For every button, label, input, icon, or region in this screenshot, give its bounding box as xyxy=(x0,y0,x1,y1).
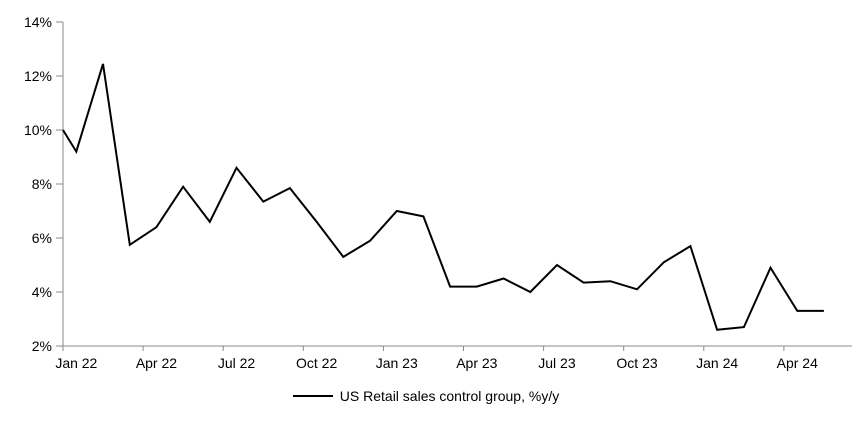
y-tick-label: 6% xyxy=(32,230,52,246)
data-line-us-retail-control-group xyxy=(62,63,824,331)
legend: US Retail sales control group, %y/y xyxy=(0,388,852,404)
x-tick-label: Oct 22 xyxy=(296,355,337,371)
legend-line-sample-icon xyxy=(292,395,333,397)
y-tick-label: 10% xyxy=(24,122,52,138)
x-tick-label: Apr 22 xyxy=(136,355,177,371)
legend-label: US Retail sales control group, %y/y xyxy=(339,388,560,404)
y-tick-label: 2% xyxy=(32,338,52,354)
x-tick-label: Jan 23 xyxy=(376,355,418,371)
x-tick-label: Jan 22 xyxy=(55,355,97,371)
x-tick-label: Jan 24 xyxy=(696,355,738,371)
x-tick-label: Apr 24 xyxy=(777,355,818,371)
x-tick-label: Apr 23 xyxy=(456,355,497,371)
x-tick-label: Jul 22 xyxy=(218,355,256,371)
y-tick-label: 4% xyxy=(32,284,52,300)
y-tick-label: 14% xyxy=(24,14,52,30)
x-tick-label: Jul 23 xyxy=(538,355,576,371)
x-tick-label: Oct 23 xyxy=(616,355,657,371)
y-tick-label: 8% xyxy=(32,176,52,192)
y-tick-label: 12% xyxy=(24,68,52,84)
